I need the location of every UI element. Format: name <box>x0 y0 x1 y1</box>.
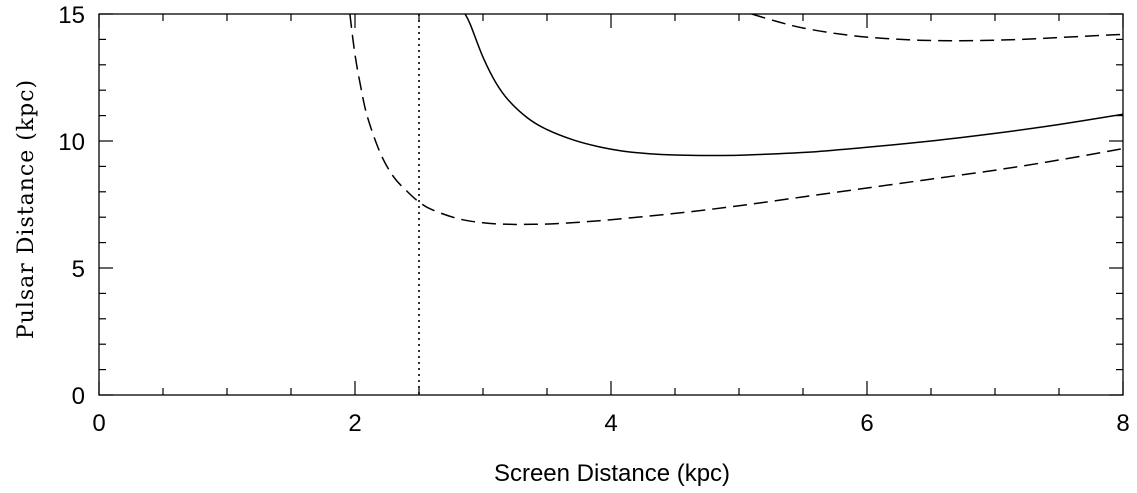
x-tick-label: 4 <box>604 410 617 437</box>
series-line-1-solid <box>464 14 1123 157</box>
plot-area: 0 2 4 6 8 0 5 10 15 <box>58 2 1129 437</box>
x-tick-label: 0 <box>92 410 105 437</box>
y-axis-label: Pulsar Distance (kpc) <box>14 79 39 339</box>
x-tick-label: 2 <box>348 410 361 437</box>
x-tick-label: 6 <box>860 410 873 437</box>
y-tick-label: 0 <box>72 383 85 410</box>
x-axis-label: Screen Distance (kpc) <box>494 460 730 487</box>
series-line-3-dashed <box>751 14 1123 42</box>
x-tick-label: 8 <box>1116 410 1129 437</box>
y-tick-label: 10 <box>58 129 85 156</box>
series-line-2-dashed <box>349 14 1123 226</box>
y-tick-label: 15 <box>58 2 85 29</box>
y-tick-label: 5 <box>72 256 85 283</box>
plot-frame <box>98 13 1124 396</box>
